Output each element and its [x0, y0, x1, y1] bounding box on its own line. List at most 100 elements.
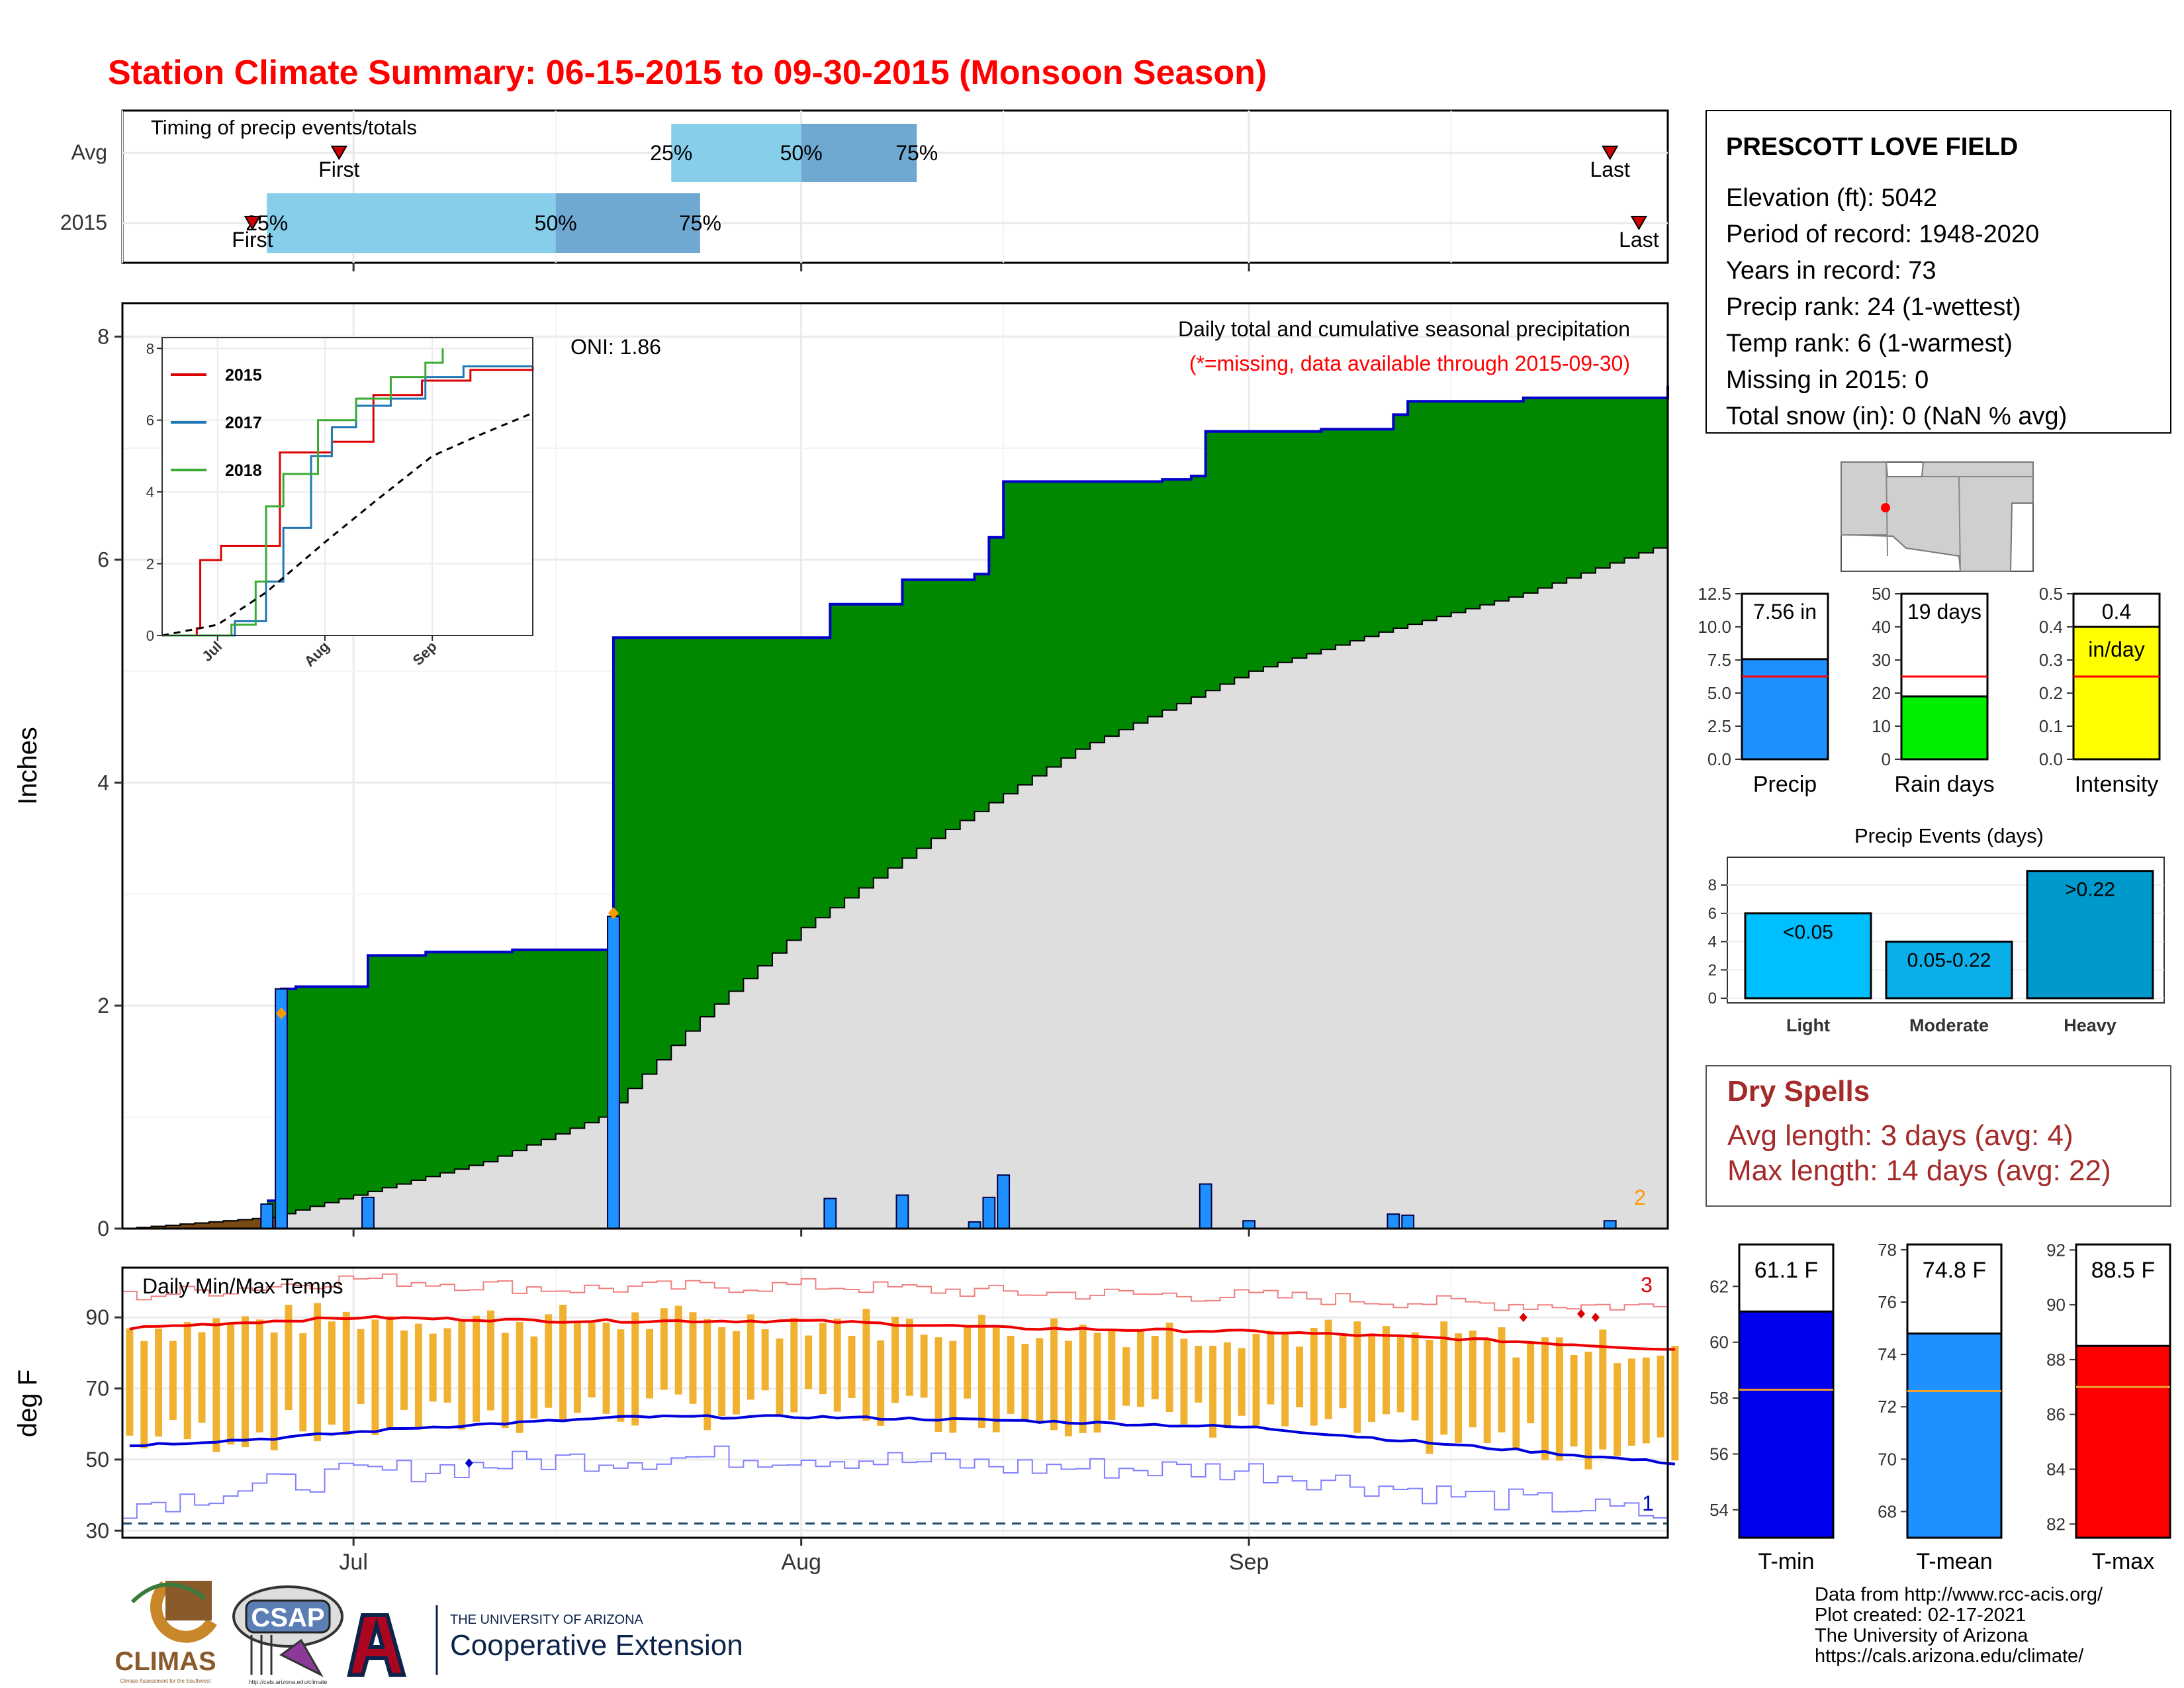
daily-precip-bar: [1401, 1214, 1415, 1230]
avg-tmax-line: [129, 1315, 1675, 1351]
daily-temp-bar: [1050, 1318, 1058, 1430]
inset-legend-label: 2018: [225, 461, 262, 480]
temp-bar-y-tick-label: 86: [2046, 1405, 2066, 1425]
temp-y-tick-label: 30: [85, 1519, 109, 1542]
daily-temp-bar: [1353, 1321, 1361, 1433]
mini-bar-y-tick-label: 0.5: [2039, 584, 2063, 604]
ua-small-text: THE UNIVERSITY OF ARIZONA: [450, 1613, 644, 1627]
ua-logo: THE UNIVERSITY OF ARIZONA Cooperative Ex…: [347, 1605, 743, 1677]
dry-spells-max: Max length: 14 days (avg: 22): [1727, 1154, 2111, 1187]
temp-bar-value-label: 74.8 F: [1923, 1258, 1986, 1283]
station-info-line: Elevation (ft): 5042: [1726, 184, 1937, 212]
ua-big-text: Cooperative Extension: [450, 1629, 743, 1662]
daily-temp-bar: [328, 1321, 336, 1425]
daily-temp-bar: [155, 1329, 163, 1437]
mini-bar-value: [1741, 658, 1829, 761]
temperature-summary-bars: 61.1 F 54 56 58 60 62 T-min 74.8 F 68 70 72 74 76 78 T…: [1709, 1240, 2171, 1574]
daily-temp-bar: [790, 1317, 798, 1413]
daily-temp-bar: [718, 1327, 726, 1416]
month-x-tick-label: Aug: [781, 1550, 821, 1575]
timing-label: Timing of precip events/totals: [151, 116, 417, 139]
daily-temp-bar: [1411, 1332, 1419, 1421]
station-info-box: PRESCOTT LOVE FIELD Elevation (ft): 5042…: [1706, 110, 2171, 434]
station-info-line: Temp rank: 6 (1-warmest): [1726, 330, 2013, 357]
timing-p75-label: 75%: [679, 211, 721, 235]
daily-temp-bar: [1122, 1347, 1130, 1406]
daily-temp-bar: [1007, 1336, 1015, 1414]
precip-summary-bars: 7.56 in 0.0 2.5 5.0 7.5 10.0 12.5 Precip 19 days…: [1698, 584, 2161, 797]
temp-bar-y-tick-label: 82: [2046, 1514, 2066, 1534]
temp-bar-value: [1738, 1310, 1835, 1539]
daily-temp-bar: [443, 1328, 451, 1403]
cumulative-2015-line: [267, 385, 1669, 1202]
daily-temp-bar: [964, 1325, 972, 1399]
daily-precip-bar: [607, 915, 620, 1229]
inset-y-tick-label: 8: [146, 340, 154, 357]
precip-y-tick-label: 4: [97, 771, 109, 794]
daily-temp-bar: [1209, 1346, 1217, 1438]
station-info-line: Missing in 2015: 0: [1726, 366, 1929, 394]
precip-y-axis-label: Inches: [13, 727, 42, 805]
daily-temp-bar: [573, 1323, 581, 1413]
mini-bar-y-tick-label: 0.2: [2039, 683, 2063, 703]
timing-last-label: Last: [1619, 228, 1659, 252]
daily-temp-bar: [1036, 1338, 1044, 1423]
timing-last-marker: [1601, 146, 1619, 160]
daily-temp-bar: [819, 1323, 827, 1395]
daily-temp-bar: [473, 1315, 480, 1422]
temp-y-tick-label: 90: [85, 1305, 109, 1329]
daily-temp-bar: [848, 1335, 856, 1398]
daily-temp-bar: [1310, 1328, 1318, 1426]
precip-events-title: Precip Events (days): [1854, 824, 2044, 847]
temp-bar-y-tick-label: 78: [1878, 1240, 1897, 1260]
mini-bar-y-tick-label: 0: [1882, 749, 1891, 769]
daily-temp-bar: [1512, 1357, 1520, 1449]
daily-temp-bar: [1267, 1331, 1275, 1405]
timing-first-marker: [244, 216, 261, 230]
inset-line-2018: [162, 348, 444, 637]
station-info-line: Years in record: 73: [1726, 257, 1936, 285]
precip-events-chart: Precip Events (days) 0 2 4 6 8 <0.05 Light 0.05…: [1708, 824, 2165, 1035]
timing-p25-label: 25%: [650, 141, 692, 165]
dry-spells-box: Dry Spells Avg length: 3 days (avg: 4) M…: [1706, 1065, 2171, 1207]
daily-precip-bar: [1387, 1213, 1400, 1230]
temp-record-marker: [1577, 1309, 1586, 1319]
daily-temp-bar: [732, 1331, 740, 1415]
daily-temp-bar: [169, 1340, 177, 1421]
daily-temp-bar: [747, 1314, 754, 1400]
events-bar-label: <0.05: [1783, 921, 1833, 943]
mini-bar-y-tick-label: 30: [1872, 650, 1891, 670]
temp-bar-y-tick-label: 76: [1878, 1292, 1897, 1312]
daily-temp-bar: [660, 1308, 668, 1390]
daily-temp-bar: [212, 1318, 220, 1452]
daily-temp-bar: [862, 1309, 870, 1421]
daily-temp-bar: [1614, 1363, 1621, 1456]
mini-bar-category-label: Intensity: [2075, 772, 2159, 797]
daily-temp-bar: [776, 1338, 784, 1416]
daily-temp-bar: [1498, 1327, 1506, 1432]
daily-temp-bar: [674, 1305, 682, 1395]
mini-bar-category-label: Rain days: [1894, 772, 1994, 797]
events-y-tick-label: 6: [1708, 905, 1717, 923]
temp-record-marker: [1591, 1313, 1600, 1323]
mini-bar-value: [1900, 695, 1989, 761]
daily-temp-bar: [1296, 1346, 1303, 1407]
timing-p50-label: 50%: [535, 211, 577, 235]
daily-precip-bar: [895, 1194, 909, 1229]
daily-temp-bar: [877, 1340, 885, 1426]
temp-bar-y-tick-label: 74: [1878, 1344, 1897, 1364]
events-bar: [1744, 912, 1872, 1000]
daily-temp-bar: [934, 1337, 942, 1432]
temp-bar-y-tick-label: 84: [2046, 1459, 2066, 1479]
temp-y-axis-label: deg F: [13, 1370, 42, 1437]
inset-y-tick-label: 4: [146, 484, 154, 500]
timing-bar-25-50: [671, 124, 801, 182]
inset-line-2017: [162, 365, 533, 637]
mini-bar-y-tick-label: 50: [1872, 584, 1891, 604]
daily-temp-bar: [1599, 1329, 1607, 1450]
precip-corner-count: 2: [1634, 1186, 1646, 1209]
temp-bar-value: [2075, 1344, 2171, 1539]
daily-temp-bar: [588, 1323, 596, 1398]
station-location-marker: [1881, 503, 1890, 512]
